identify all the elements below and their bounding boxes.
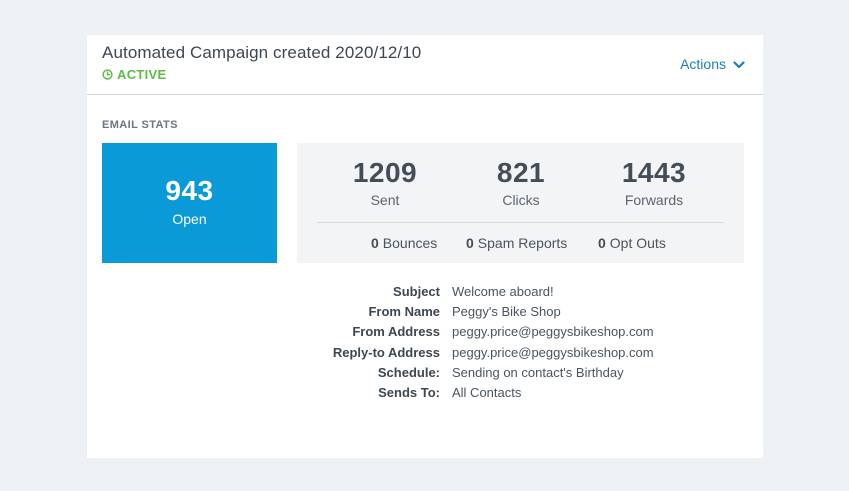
open-count: 943 — [165, 175, 214, 206]
detail-key: Schedule: — [377, 365, 440, 380]
stats-panel: 1209 Sent 821 Clicks 1443 Forwards 0 Boun… — [297, 143, 744, 263]
spam-reports-count: 0 — [466, 235, 474, 251]
clicks-count: 821 — [496, 157, 546, 188]
spam-reports-stat: 0 Spam Reports — [466, 235, 567, 251]
opt-outs-label: Opt Outs — [609, 235, 666, 251]
detail-key: Sends To: — [378, 385, 440, 400]
opt-outs-stat: 0 Opt Outs — [598, 235, 666, 251]
stats-divider — [317, 222, 724, 223]
clock-icon — [102, 69, 113, 80]
sent-count: 1209 — [352, 157, 418, 188]
detail-value: Sending on contact's Birthday — [452, 365, 624, 380]
email-stats-heading: EMAIL STATS — [102, 119, 178, 131]
detail-row-schedule: Schedule: Sending on contact's Birthday — [87, 365, 763, 385]
detail-key: Subject — [393, 284, 440, 299]
detail-key: From Name — [368, 304, 440, 319]
actions-label: Actions — [680, 56, 726, 72]
detail-value: peggy.price@peggysbikeshop.com — [452, 324, 654, 339]
detail-row-from-name: From Name Peggy's Bike Shop — [87, 304, 763, 324]
chevron-down-icon — [733, 60, 745, 68]
actions-dropdown[interactable]: Actions — [680, 56, 745, 72]
opt-outs-count: 0 — [598, 235, 606, 251]
clicks-stat: 821 Clicks — [461, 157, 581, 208]
detail-row-from-address: From Address peggy.price@peggysbikeshop.… — [87, 324, 763, 344]
bounces-stat: 0 Bounces — [371, 235, 437, 251]
status-badge: ACTIVE — [102, 67, 166, 82]
detail-row-subject: Subject Welcome aboard! — [87, 284, 763, 304]
bounces-label: Bounces — [382, 235, 438, 251]
campaign-header: Automated Campaign created 2020/12/10 AC… — [87, 35, 763, 95]
detail-value: Peggy's Bike Shop — [452, 304, 561, 319]
detail-value: peggy.price@peggysbikeshop.com — [452, 345, 654, 360]
status-label: ACTIVE — [117, 67, 167, 82]
sent-label: Sent — [370, 192, 400, 208]
forwards-stat: 1443 Forwards — [594, 157, 714, 208]
detail-row-reply-to-address: Reply-to Address peggy.price@peggysbikes… — [87, 345, 763, 365]
detail-key: Reply-to Address — [332, 345, 440, 360]
open-label: Open — [172, 211, 207, 227]
forwards-label: Forwards — [624, 192, 684, 208]
detail-key: From Address — [352, 324, 440, 339]
bounces-count: 0 — [371, 235, 379, 251]
campaign-title: Automated Campaign created 2020/12/10 — [102, 43, 422, 62]
forwards-count: 1443 — [621, 157, 687, 188]
sent-stat: 1209 Sent — [325, 157, 445, 208]
detail-row-sends-to: Sends To: All Contacts — [87, 385, 763, 405]
detail-value: Welcome aboard! — [452, 284, 554, 299]
spam-reports-label: Spam Reports — [477, 235, 568, 251]
campaign-card: Automated Campaign created 2020/12/10 AC… — [87, 35, 763, 458]
open-stat-tile: 943 Open — [102, 143, 277, 263]
detail-value: All Contacts — [452, 385, 522, 400]
clicks-label: Clicks — [502, 192, 540, 208]
